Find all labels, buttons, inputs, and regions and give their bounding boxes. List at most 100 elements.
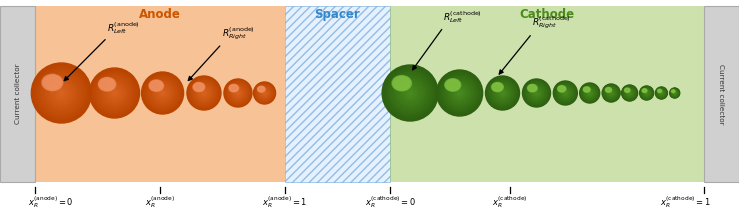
Ellipse shape bbox=[607, 89, 615, 97]
Ellipse shape bbox=[406, 88, 415, 98]
Ellipse shape bbox=[198, 87, 210, 99]
Ellipse shape bbox=[259, 87, 270, 99]
Ellipse shape bbox=[44, 76, 61, 89]
Ellipse shape bbox=[584, 87, 590, 92]
Ellipse shape bbox=[610, 92, 613, 94]
Ellipse shape bbox=[225, 80, 251, 106]
Ellipse shape bbox=[583, 87, 590, 92]
Ellipse shape bbox=[585, 88, 595, 98]
Ellipse shape bbox=[643, 89, 647, 92]
Ellipse shape bbox=[656, 88, 667, 98]
Ellipse shape bbox=[44, 76, 78, 110]
Ellipse shape bbox=[257, 86, 265, 92]
Ellipse shape bbox=[457, 90, 462, 96]
Ellipse shape bbox=[627, 91, 632, 95]
Ellipse shape bbox=[608, 90, 614, 96]
Ellipse shape bbox=[584, 87, 590, 92]
Ellipse shape bbox=[53, 85, 69, 101]
Ellipse shape bbox=[228, 84, 248, 102]
Ellipse shape bbox=[262, 90, 267, 96]
Ellipse shape bbox=[641, 88, 652, 98]
Ellipse shape bbox=[554, 81, 577, 105]
Ellipse shape bbox=[559, 86, 565, 91]
Ellipse shape bbox=[47, 78, 58, 87]
Ellipse shape bbox=[494, 84, 501, 90]
Ellipse shape bbox=[642, 89, 647, 92]
Bar bbox=[390, 6, 704, 182]
Ellipse shape bbox=[526, 83, 547, 103]
Ellipse shape bbox=[582, 86, 597, 100]
Ellipse shape bbox=[255, 83, 274, 103]
Ellipse shape bbox=[91, 69, 138, 117]
Ellipse shape bbox=[234, 88, 242, 98]
Ellipse shape bbox=[103, 82, 126, 104]
Ellipse shape bbox=[528, 85, 545, 101]
Ellipse shape bbox=[101, 79, 114, 89]
Ellipse shape bbox=[399, 82, 421, 104]
Ellipse shape bbox=[658, 89, 665, 97]
Ellipse shape bbox=[624, 88, 635, 98]
Ellipse shape bbox=[532, 88, 541, 98]
Ellipse shape bbox=[144, 74, 181, 112]
Ellipse shape bbox=[224, 79, 252, 107]
Ellipse shape bbox=[625, 89, 630, 92]
Ellipse shape bbox=[264, 92, 265, 94]
Ellipse shape bbox=[643, 89, 650, 97]
Ellipse shape bbox=[642, 89, 647, 92]
Ellipse shape bbox=[589, 92, 590, 94]
Ellipse shape bbox=[229, 85, 238, 92]
Ellipse shape bbox=[491, 82, 514, 104]
Ellipse shape bbox=[657, 88, 666, 98]
Ellipse shape bbox=[407, 90, 413, 96]
Ellipse shape bbox=[193, 82, 205, 92]
Ellipse shape bbox=[492, 83, 503, 91]
Ellipse shape bbox=[584, 87, 596, 99]
Bar bbox=[35, 6, 285, 182]
Text: $R_{Right}^{\mathrm{(cathode)}}$: $R_{Right}^{\mathrm{(cathode)}}$ bbox=[532, 15, 571, 31]
Ellipse shape bbox=[110, 89, 119, 97]
Ellipse shape bbox=[194, 83, 204, 91]
Text: $x_R^{\mathrm{(anode)}}=1$: $x_R^{\mathrm{(anode)}}=1$ bbox=[262, 194, 307, 209]
Ellipse shape bbox=[395, 78, 408, 88]
Text: $x_R^{\mathrm{(cathode)}}=0$: $x_R^{\mathrm{(cathode)}}=0$ bbox=[364, 194, 416, 209]
Text: Cathode: Cathode bbox=[520, 8, 574, 21]
Ellipse shape bbox=[658, 90, 664, 96]
Ellipse shape bbox=[672, 90, 675, 92]
Ellipse shape bbox=[624, 88, 630, 92]
Ellipse shape bbox=[231, 86, 245, 100]
Ellipse shape bbox=[658, 90, 661, 92]
Ellipse shape bbox=[672, 90, 678, 96]
Ellipse shape bbox=[522, 79, 551, 107]
Ellipse shape bbox=[254, 83, 275, 103]
Ellipse shape bbox=[605, 87, 612, 92]
Ellipse shape bbox=[386, 70, 434, 116]
Ellipse shape bbox=[500, 90, 505, 96]
Ellipse shape bbox=[673, 91, 676, 95]
Ellipse shape bbox=[523, 80, 550, 106]
Ellipse shape bbox=[156, 86, 169, 100]
Ellipse shape bbox=[43, 75, 80, 111]
Ellipse shape bbox=[671, 89, 678, 97]
Ellipse shape bbox=[626, 89, 633, 97]
Ellipse shape bbox=[147, 78, 178, 108]
Ellipse shape bbox=[528, 85, 537, 92]
Ellipse shape bbox=[559, 86, 572, 100]
Ellipse shape bbox=[607, 88, 610, 92]
Ellipse shape bbox=[605, 88, 611, 92]
Ellipse shape bbox=[261, 89, 268, 97]
Ellipse shape bbox=[102, 80, 112, 88]
Ellipse shape bbox=[643, 89, 646, 92]
Ellipse shape bbox=[672, 91, 677, 95]
Ellipse shape bbox=[555, 83, 576, 103]
Ellipse shape bbox=[607, 88, 616, 98]
Ellipse shape bbox=[642, 88, 651, 98]
Ellipse shape bbox=[395, 78, 426, 108]
Ellipse shape bbox=[112, 90, 118, 96]
Ellipse shape bbox=[658, 89, 661, 93]
Ellipse shape bbox=[259, 88, 270, 98]
Ellipse shape bbox=[234, 89, 242, 97]
Ellipse shape bbox=[559, 87, 565, 91]
Ellipse shape bbox=[195, 84, 202, 90]
Ellipse shape bbox=[527, 84, 546, 102]
Ellipse shape bbox=[673, 92, 676, 94]
